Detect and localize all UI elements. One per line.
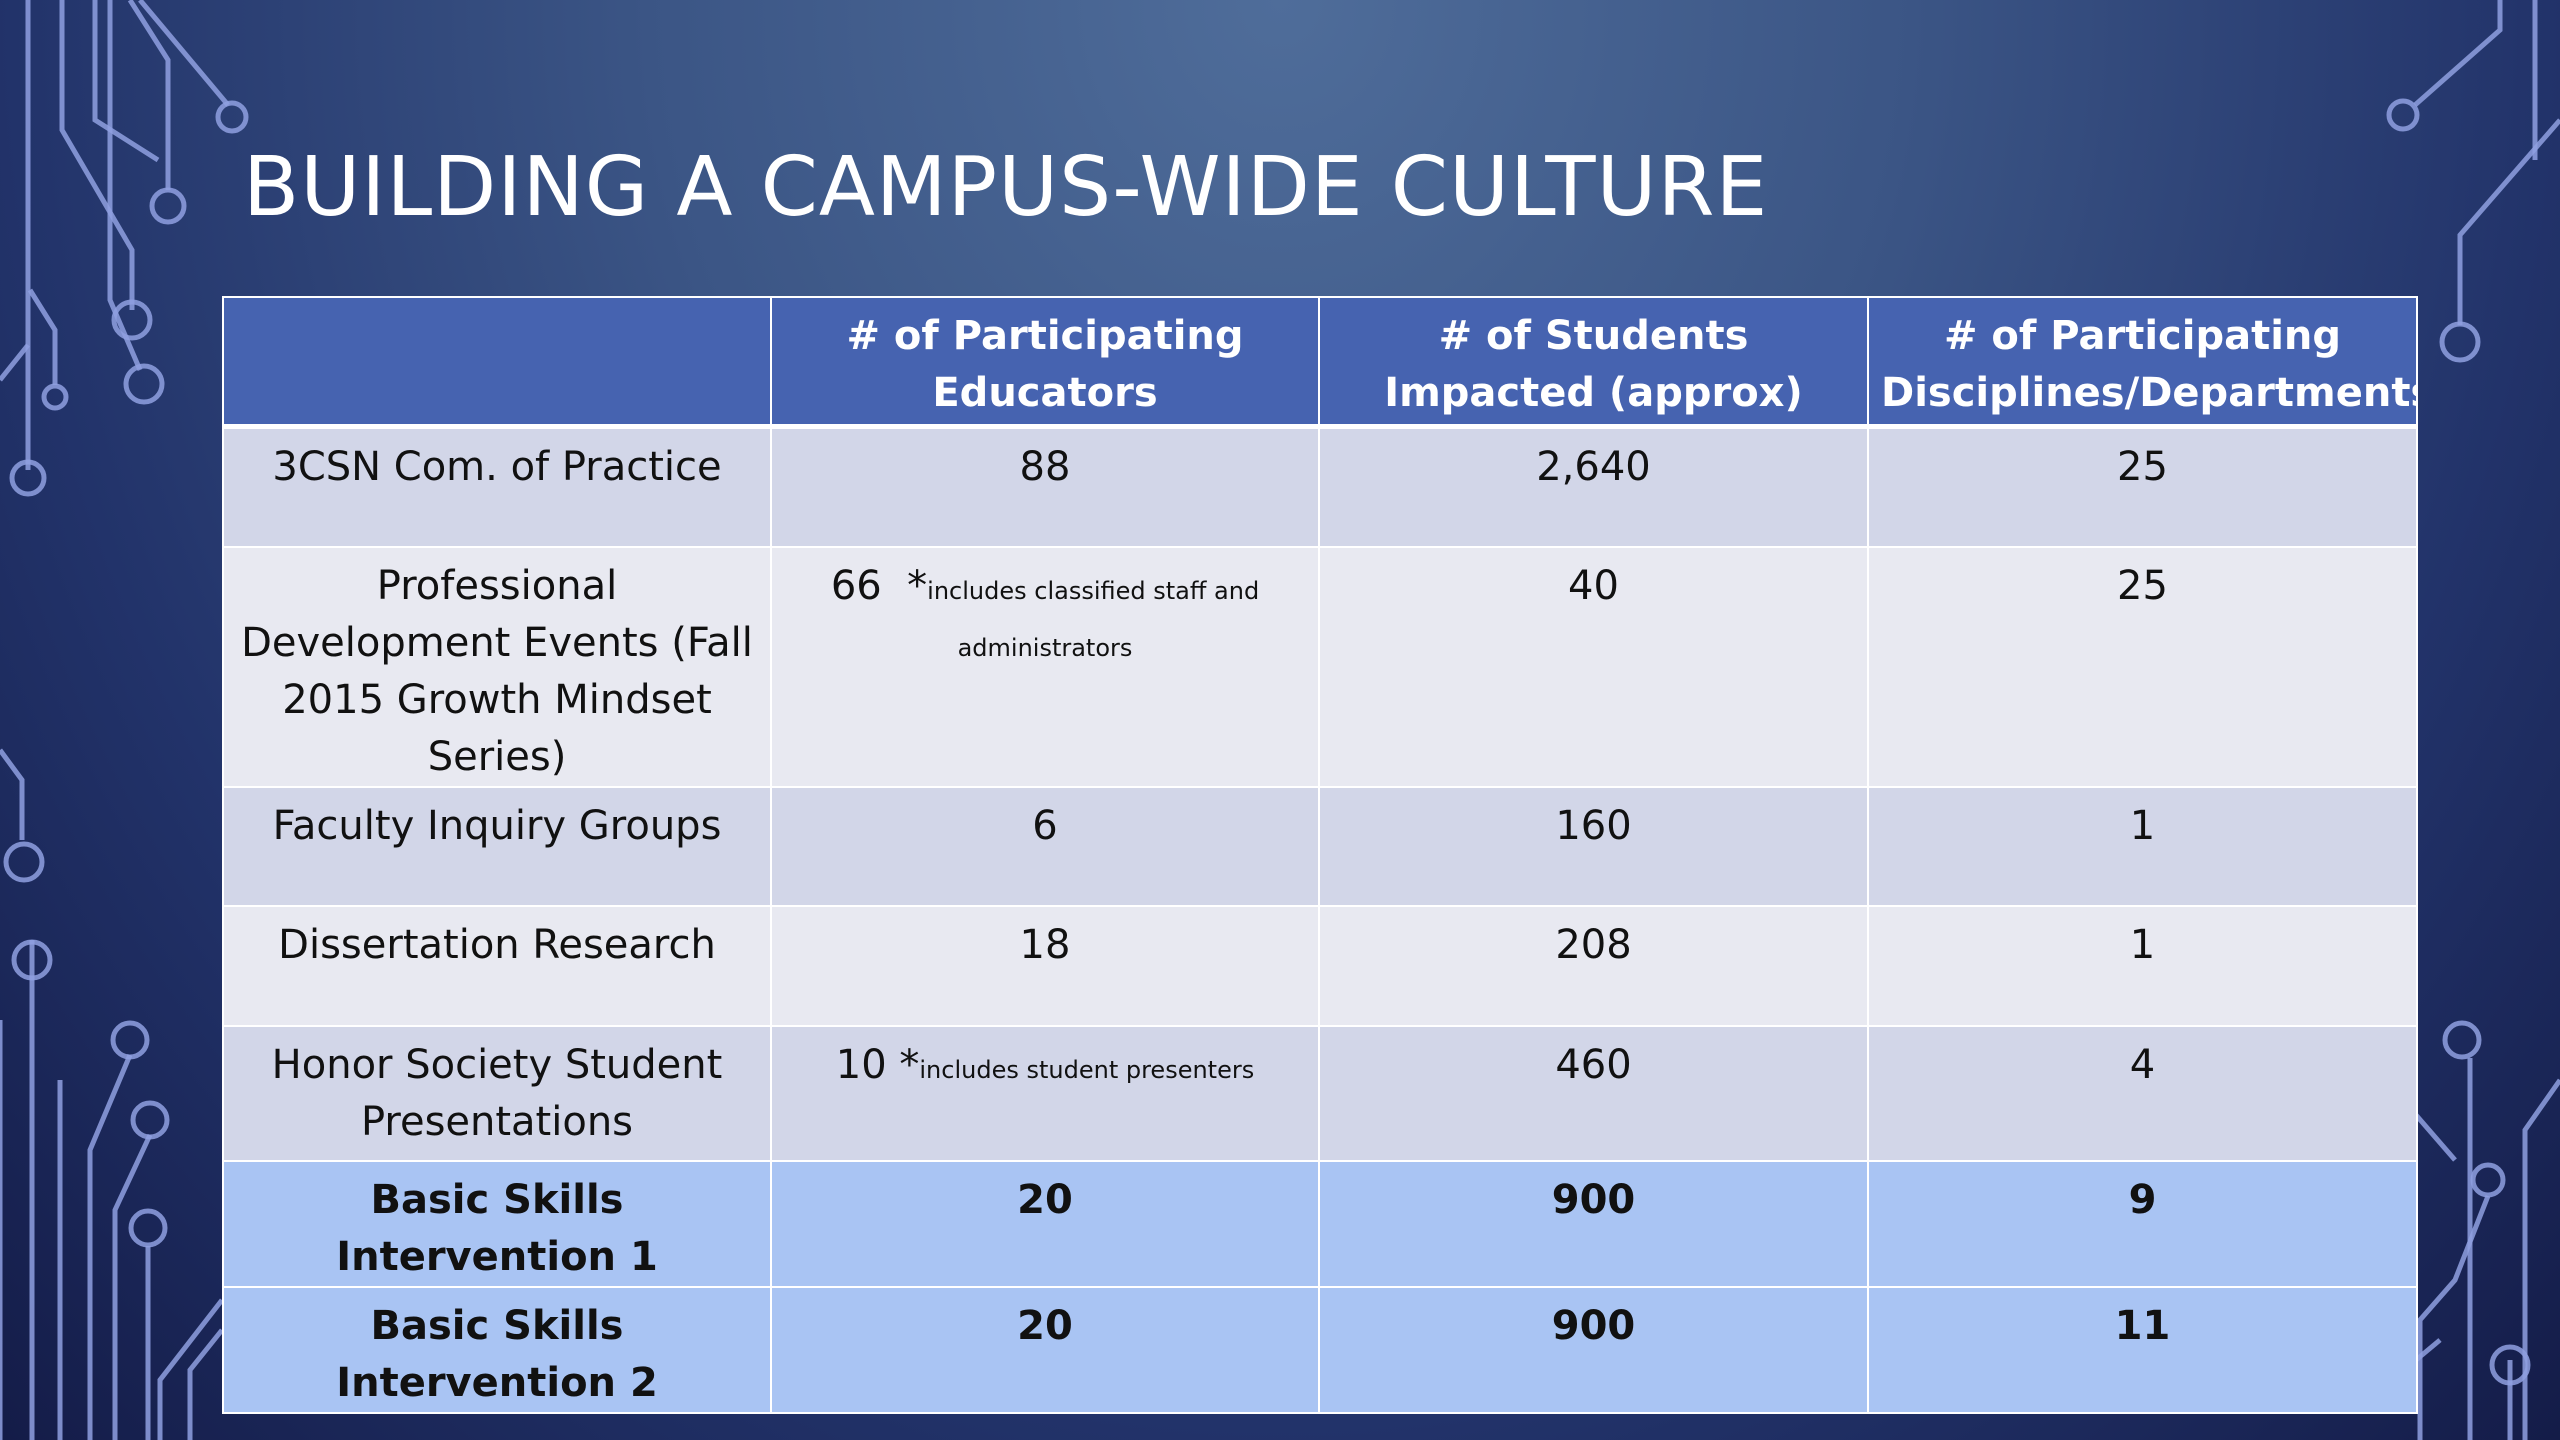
educators-value: 88	[1019, 444, 1071, 490]
row-label: Honor Society Student Presentations	[222, 1025, 772, 1162]
data-table: # of Participating Educators # of Studen…	[222, 296, 2418, 1414]
departments-cell: 4	[1867, 1025, 2418, 1162]
departments-cell: 11	[1867, 1286, 2418, 1414]
row-label: Basic Skills Intervention 1	[222, 1160, 772, 1288]
students-cell: 900	[1318, 1286, 1869, 1414]
educators-value: 6	[1032, 803, 1058, 849]
asterisk-mark: *	[899, 1042, 920, 1088]
departments-cell: 9	[1867, 1160, 2418, 1288]
students-cell: 208	[1318, 905, 1869, 1027]
table-row-highlighted: Basic Skills Intervention 2 20 900 11	[222, 1286, 2418, 1414]
row-label: 3CSN Com. of Practice	[222, 425, 772, 548]
header-cell-empty	[222, 296, 772, 429]
educators-cell: 66 *includes classified staff and admini…	[770, 546, 1320, 788]
educators-cell: 10 *includes student presenters	[770, 1025, 1320, 1162]
slide-title: Building a Campus-Wide Culture	[243, 140, 1769, 235]
departments-cell: 25	[1867, 425, 2418, 548]
header-students-impacted: # of Students Impacted (approx)	[1318, 296, 1869, 429]
departments-cell: 1	[1867, 786, 2418, 907]
row-label: Basic Skills Intervention 2	[222, 1286, 772, 1414]
departments-cell: 25	[1867, 546, 2418, 788]
educators-value: 20	[1017, 1177, 1073, 1223]
students-cell: 460	[1318, 1025, 1869, 1162]
row-label: Dissertation Research	[222, 905, 772, 1027]
row-label: Professional Development Events (Fall 20…	[222, 546, 772, 788]
students-cell: 900	[1318, 1160, 1869, 1288]
table-row: Faculty Inquiry Groups 6 160 1	[222, 786, 2418, 907]
table-row: Honor Society Student Presentations 10 *…	[222, 1025, 2418, 1162]
table-row-highlighted: Basic Skills Intervention 1 20 900 9	[222, 1160, 2418, 1288]
header-participating-departments: # of Participating Disciplines/Departmen…	[1867, 296, 2418, 429]
table-row: Dissertation Research 18 208 1	[222, 905, 2418, 1027]
educators-cell: 20	[770, 1286, 1320, 1414]
students-cell: 160	[1318, 786, 1869, 907]
educators-note: includes student presenters	[919, 1056, 1255, 1084]
educators-note: includes classified staff and administra…	[927, 577, 1260, 662]
table-row: Professional Development Events (Fall 20…	[222, 546, 2418, 788]
educators-value: 20	[1017, 1303, 1073, 1349]
educators-cell: 20	[770, 1160, 1320, 1288]
educators-value: 66	[830, 563, 882, 609]
students-cell: 2,640	[1318, 425, 1869, 548]
educators-value: 10	[835, 1042, 887, 1088]
educators-value: 18	[1019, 922, 1071, 968]
asterisk-mark: *	[907, 563, 928, 609]
students-cell: 40	[1318, 546, 1869, 788]
data-table-container: # of Participating Educators # of Studen…	[222, 296, 2418, 1414]
row-label: Faculty Inquiry Groups	[222, 786, 772, 907]
table-row: 3CSN Com. of Practice 88 2,640 25	[222, 425, 2418, 548]
educators-cell: 18	[770, 905, 1320, 1027]
departments-cell: 1	[1867, 905, 2418, 1027]
educators-cell: 6	[770, 786, 1320, 907]
educators-cell: 88	[770, 425, 1320, 548]
table-header-row: # of Participating Educators # of Studen…	[222, 296, 2418, 429]
header-participating-educators: # of Participating Educators	[770, 296, 1320, 429]
